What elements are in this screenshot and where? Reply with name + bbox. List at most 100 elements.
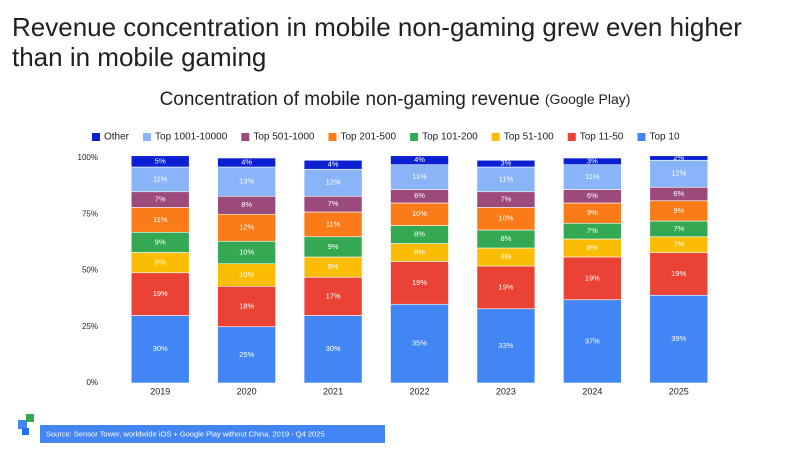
source-box <box>40 425 385 443</box>
value-label: 4% <box>328 160 339 169</box>
value-label: 10% <box>239 247 254 256</box>
value-label: 7% <box>673 240 684 249</box>
value-label: 11% <box>585 172 600 181</box>
value-label: 10% <box>239 270 254 279</box>
value-label: 19% <box>671 269 686 278</box>
x-tick-label: 2020 <box>237 386 257 396</box>
value-label: 13% <box>239 177 254 186</box>
value-label: 9% <box>587 208 598 217</box>
bar-segment <box>217 166 276 197</box>
value-label: 8% <box>414 229 425 238</box>
legend-swatch <box>567 133 576 141</box>
value-label: 19% <box>412 278 427 287</box>
value-label: 12% <box>671 169 686 178</box>
legend-label: Top 1001-10000 <box>155 132 228 143</box>
value-label: 30% <box>153 344 168 353</box>
bar-segment <box>303 168 363 197</box>
bar-segment <box>303 159 363 170</box>
chart-subtitle: (Google Play) <box>545 91 631 107</box>
value-label: 6% <box>587 191 598 200</box>
bar-segment <box>217 285 276 328</box>
x-tick-label: 2024 <box>582 386 602 396</box>
value-label: 25% <box>239 350 254 359</box>
bar-segment <box>303 211 363 238</box>
value-label: 3% <box>587 156 598 165</box>
value-label: 11% <box>326 219 341 228</box>
value-label: 19% <box>153 289 168 298</box>
value-label: 19% <box>498 282 513 291</box>
bar-segment <box>217 157 276 168</box>
bar-segment <box>649 155 709 161</box>
value-label: 2% <box>673 153 684 162</box>
logo-part <box>22 428 29 435</box>
legend-swatch <box>410 133 419 141</box>
bar-segment <box>130 155 190 168</box>
value-label: 9% <box>673 206 684 215</box>
legend-label: Top 201-500 <box>340 132 396 143</box>
x-tick-label: 2021 <box>323 386 343 396</box>
legend-label: Top 51-100 <box>504 132 554 143</box>
value-label: 4% <box>414 155 425 164</box>
value-label: 7% <box>328 199 339 208</box>
y-tick-label: 50% <box>82 266 98 275</box>
logo-part <box>18 420 27 429</box>
bar-segment <box>390 155 449 166</box>
bar-segment <box>476 265 536 310</box>
value-label: 11% <box>153 174 168 183</box>
bar-segment <box>303 315 363 384</box>
bar-segment <box>390 303 449 384</box>
value-label: 7% <box>673 224 684 233</box>
value-label: 9% <box>328 242 339 251</box>
y-tick-label: 0% <box>86 378 98 387</box>
value-label: 10% <box>412 209 427 218</box>
bar-segment <box>563 157 622 166</box>
value-label: 11% <box>499 174 514 183</box>
value-label: 11% <box>412 172 427 181</box>
value-label: 8% <box>587 243 598 252</box>
bar-segment <box>476 159 536 168</box>
value-label: 35% <box>412 339 427 348</box>
value-label: 7% <box>155 195 166 204</box>
value-label: 3% <box>501 159 512 168</box>
bar-segment <box>130 272 190 316</box>
bar-segment <box>476 308 536 384</box>
value-label: 9% <box>155 258 166 267</box>
bar-segment <box>217 213 276 242</box>
value-label: 12% <box>239 223 254 232</box>
legend-label: Other <box>104 132 130 143</box>
value-label: 8% <box>501 234 512 243</box>
value-label: 12% <box>326 178 341 187</box>
value-label: 11% <box>153 215 168 224</box>
bar-segment <box>649 159 709 188</box>
value-label: 37% <box>585 336 600 345</box>
legend-swatch <box>143 133 152 141</box>
bar-segment <box>476 166 536 193</box>
y-tick-label: 100% <box>78 153 98 162</box>
y-tick-label: 75% <box>82 209 98 218</box>
slide-title: Revenue concentration in mobile non-gami… <box>12 12 742 72</box>
bar-segment <box>563 256 622 301</box>
x-tick-label: 2025 <box>669 386 689 396</box>
legend-swatch <box>637 133 646 141</box>
value-label: 6% <box>414 191 425 200</box>
value-label: 10% <box>498 214 513 223</box>
value-label: 39% <box>671 334 686 343</box>
bar-segment <box>217 326 276 384</box>
x-tick-label: 2019 <box>150 386 170 396</box>
bar-segment <box>563 164 622 190</box>
legend-swatch <box>491 133 500 141</box>
bar-segment <box>130 315 190 384</box>
x-tick-label: 2023 <box>496 386 516 396</box>
source-text: Source: Sensor Tower, worldwide iOS + Go… <box>46 429 325 438</box>
bar-segment <box>303 276 363 316</box>
value-label: 9% <box>155 237 166 246</box>
value-label: 8% <box>241 200 252 209</box>
value-label: 18% <box>239 301 254 310</box>
logo <box>18 414 34 435</box>
value-label: 7% <box>587 226 598 235</box>
value-label: 5% <box>155 156 166 165</box>
chart-title-main: Concentration of mobile non-gaming reven… <box>160 89 540 110</box>
legend-swatch <box>241 133 250 141</box>
